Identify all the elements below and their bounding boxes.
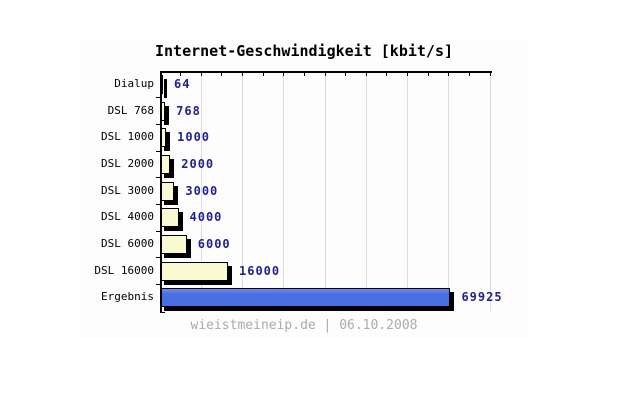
bar-row: Ergebnis 69925	[101, 284, 502, 311]
chart-footer: wieistmeineip.de | 06.10.2008	[190, 318, 418, 333]
bar-row: DSL 4000 4000	[101, 204, 490, 231]
value-label: 69925	[461, 290, 503, 305]
x-axis-tick	[242, 71, 243, 76]
category-label: DSL 2000	[101, 157, 154, 170]
bar-row: DSL 6000 6000	[101, 231, 490, 258]
bar	[160, 208, 179, 228]
category-label: Dialup	[114, 77, 154, 90]
x-axis-tick	[303, 71, 305, 76]
gridline	[242, 71, 243, 311]
value-label: 64	[174, 77, 191, 91]
x-axis-tick	[324, 71, 326, 76]
category-label: DSL 768	[107, 103, 154, 117]
y-axis-tick	[156, 97, 160, 99]
x-axis-tick	[200, 71, 202, 76]
category-label: DSL 3000	[101, 183, 154, 197]
category-label: DSL 4000	[101, 210, 154, 224]
category-label: DSL 1000	[101, 130, 154, 144]
x-axis-tick	[468, 71, 470, 76]
bar	[160, 261, 228, 281]
y-axis-tick	[156, 230, 160, 232]
category-label: Ergebnis	[101, 290, 154, 304]
x-axis-tick	[489, 71, 491, 76]
x-axis-tick	[283, 71, 285, 76]
x-axis-tick	[221, 71, 223, 76]
bar	[160, 235, 187, 254]
gridline	[489, 71, 491, 311]
y-axis-tick	[156, 150, 160, 152]
y-axis-tick	[156, 257, 160, 259]
y-axis-tick	[156, 283, 160, 285]
bar-row: DSL 16000 16000	[94, 258, 490, 285]
gridline	[283, 71, 285, 311]
x-axis-tick	[407, 71, 408, 76]
gridline	[324, 71, 326, 311]
y-axis-tick	[156, 123, 160, 125]
bar-row: DSL 1000 1000	[101, 124, 490, 151]
x-axis-line	[160, 71, 492, 73]
gridline	[448, 71, 450, 311]
y-axis-tick	[156, 203, 160, 205]
value-label: 1000	[177, 130, 211, 145]
value-label: 16000	[239, 263, 281, 278]
plot-area: Dialup 64 DSL 768 768 DSL 1000 1000 DSL 2000 20…	[94, 71, 502, 313]
bar-row: DSL 768 768	[108, 98, 490, 125]
x-axis-tick	[427, 71, 429, 76]
y-axis-line	[160, 71, 162, 313]
bar	[160, 288, 451, 308]
gridline	[200, 71, 202, 311]
bar	[160, 181, 175, 201]
y-axis-end-tick	[160, 312, 165, 313]
gridline	[407, 71, 408, 311]
x-axis-tick	[448, 71, 450, 76]
value-label: 3000	[185, 183, 219, 198]
y-axis-tick	[156, 177, 160, 179]
internet-speed-chart: Internet-Geschwindigkeit [kbit/s] Dialup…	[81, 40, 527, 340]
chart-title: Internet-Geschwindigkeit [kbit/s]	[154, 42, 453, 60]
x-axis-tick	[365, 71, 367, 76]
gridline	[365, 71, 367, 311]
x-axis-tick	[386, 71, 388, 76]
value-label: 6000	[197, 237, 231, 251]
value-label: 4000	[189, 210, 223, 225]
category-label: DSL 16000	[94, 263, 154, 277]
bar-row: DSL 2000 2000	[101, 151, 490, 178]
bar-row: DSL 3000 3000	[101, 178, 490, 205]
value-label: 2000	[181, 157, 215, 171]
x-axis-tick	[180, 71, 182, 76]
x-axis-tick	[262, 71, 264, 76]
category-label: DSL 6000	[101, 237, 154, 250]
value-label: 768	[176, 103, 201, 118]
x-axis-tick	[345, 71, 347, 76]
